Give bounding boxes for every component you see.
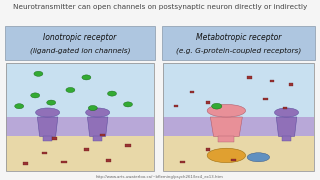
Bar [206, 101, 210, 104]
Circle shape [15, 104, 24, 109]
Bar [125, 144, 131, 147]
Ellipse shape [247, 153, 269, 162]
Ellipse shape [207, 104, 245, 117]
Text: http://www.arts.uwaterloo.ca/~bfleming/psych261/lec4_ex13.htm: http://www.arts.uwaterloo.ca/~bfleming/p… [96, 175, 224, 179]
Bar [206, 148, 210, 151]
Bar [6, 63, 154, 117]
Bar [190, 91, 194, 93]
Ellipse shape [86, 108, 110, 117]
Bar [174, 105, 178, 107]
Bar [180, 161, 185, 163]
Bar [163, 63, 314, 117]
Bar [163, 63, 314, 171]
FancyBboxPatch shape [162, 26, 315, 60]
Circle shape [88, 105, 97, 111]
Polygon shape [37, 117, 58, 136]
Polygon shape [87, 117, 108, 136]
Bar [163, 117, 314, 136]
Bar [52, 137, 57, 140]
Bar [100, 134, 105, 136]
Bar [6, 117, 154, 136]
Bar [247, 76, 252, 79]
Bar [263, 98, 268, 100]
Circle shape [31, 93, 40, 98]
Polygon shape [276, 117, 297, 136]
Bar [218, 136, 234, 142]
Bar [43, 136, 52, 141]
Bar [289, 83, 293, 86]
Ellipse shape [207, 148, 245, 163]
Bar [23, 162, 28, 165]
Bar [6, 136, 154, 171]
Bar [84, 148, 89, 151]
Polygon shape [210, 117, 242, 136]
Ellipse shape [275, 108, 299, 117]
Text: (e.g. G-protein-coupled receptors): (e.g. G-protein-coupled receptors) [176, 47, 301, 54]
Text: Metabotropic receptor: Metabotropic receptor [196, 33, 281, 42]
Bar [163, 136, 314, 171]
Bar [231, 159, 236, 161]
Text: Neurotransmitter can open channels on postsynaptic neuron directly or indirectly: Neurotransmitter can open channels on po… [13, 4, 307, 10]
Circle shape [82, 75, 91, 80]
Ellipse shape [36, 108, 60, 117]
Bar [6, 63, 154, 171]
Bar [42, 152, 47, 154]
Bar [61, 161, 67, 163]
Circle shape [66, 87, 75, 93]
Circle shape [212, 103, 222, 109]
FancyBboxPatch shape [5, 26, 155, 60]
Circle shape [124, 102, 132, 107]
Text: (ligand-gated ion channels): (ligand-gated ion channels) [30, 47, 130, 54]
Bar [283, 107, 287, 109]
Circle shape [108, 91, 116, 96]
Bar [93, 136, 102, 141]
Text: Ionotropic receptor: Ionotropic receptor [44, 33, 116, 42]
Bar [270, 80, 274, 82]
Circle shape [34, 71, 43, 76]
Circle shape [47, 100, 56, 105]
Bar [282, 136, 291, 141]
Bar [106, 159, 111, 162]
